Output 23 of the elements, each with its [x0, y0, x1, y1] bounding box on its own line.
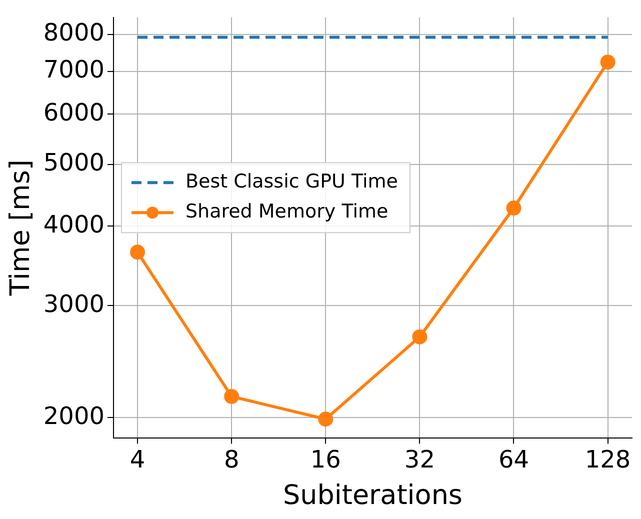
x-tick-label: 64 — [498, 445, 530, 474]
x-tick-label: 8 — [224, 445, 240, 474]
legend-label: Best Classic GPU Time — [185, 170, 398, 193]
y-tick-label: 5000 — [43, 148, 104, 177]
y-tick-label: 6000 — [43, 98, 104, 126]
point — [224, 388, 240, 404]
y-axis-title: Time [ms] — [5, 160, 36, 297]
x-tick-label: 32 — [404, 445, 435, 474]
y-tick-label: 7000 — [43, 56, 104, 84]
legend-label: Shared Memory Time — [185, 200, 388, 223]
x-tick-label: 4 — [130, 445, 146, 474]
y-tick-label: 3000 — [43, 290, 104, 318]
point — [318, 412, 334, 427]
x-tick-label: 16 — [310, 445, 341, 474]
y-tick-label: 4000 — [43, 210, 104, 238]
y-tick-label: 2000 — [43, 402, 104, 430]
point — [130, 244, 146, 260]
x-axis-title: Subiterations — [282, 480, 463, 511]
point — [506, 200, 522, 216]
point — [412, 329, 428, 344]
y-tick-label: 8000 — [43, 18, 104, 47]
point — [600, 54, 616, 70]
x-tick-label: 128 — [584, 445, 631, 474]
